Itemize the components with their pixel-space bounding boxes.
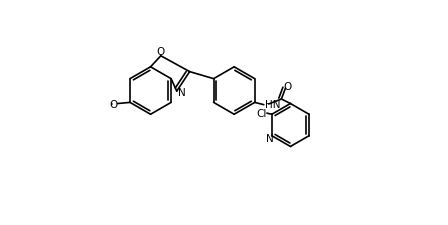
Text: Cl: Cl xyxy=(256,108,267,118)
Text: N: N xyxy=(178,88,185,98)
Text: O: O xyxy=(284,82,292,92)
Text: O: O xyxy=(109,99,118,109)
Text: O: O xyxy=(157,47,165,56)
Text: HN: HN xyxy=(265,99,280,110)
Text: N: N xyxy=(266,133,274,143)
